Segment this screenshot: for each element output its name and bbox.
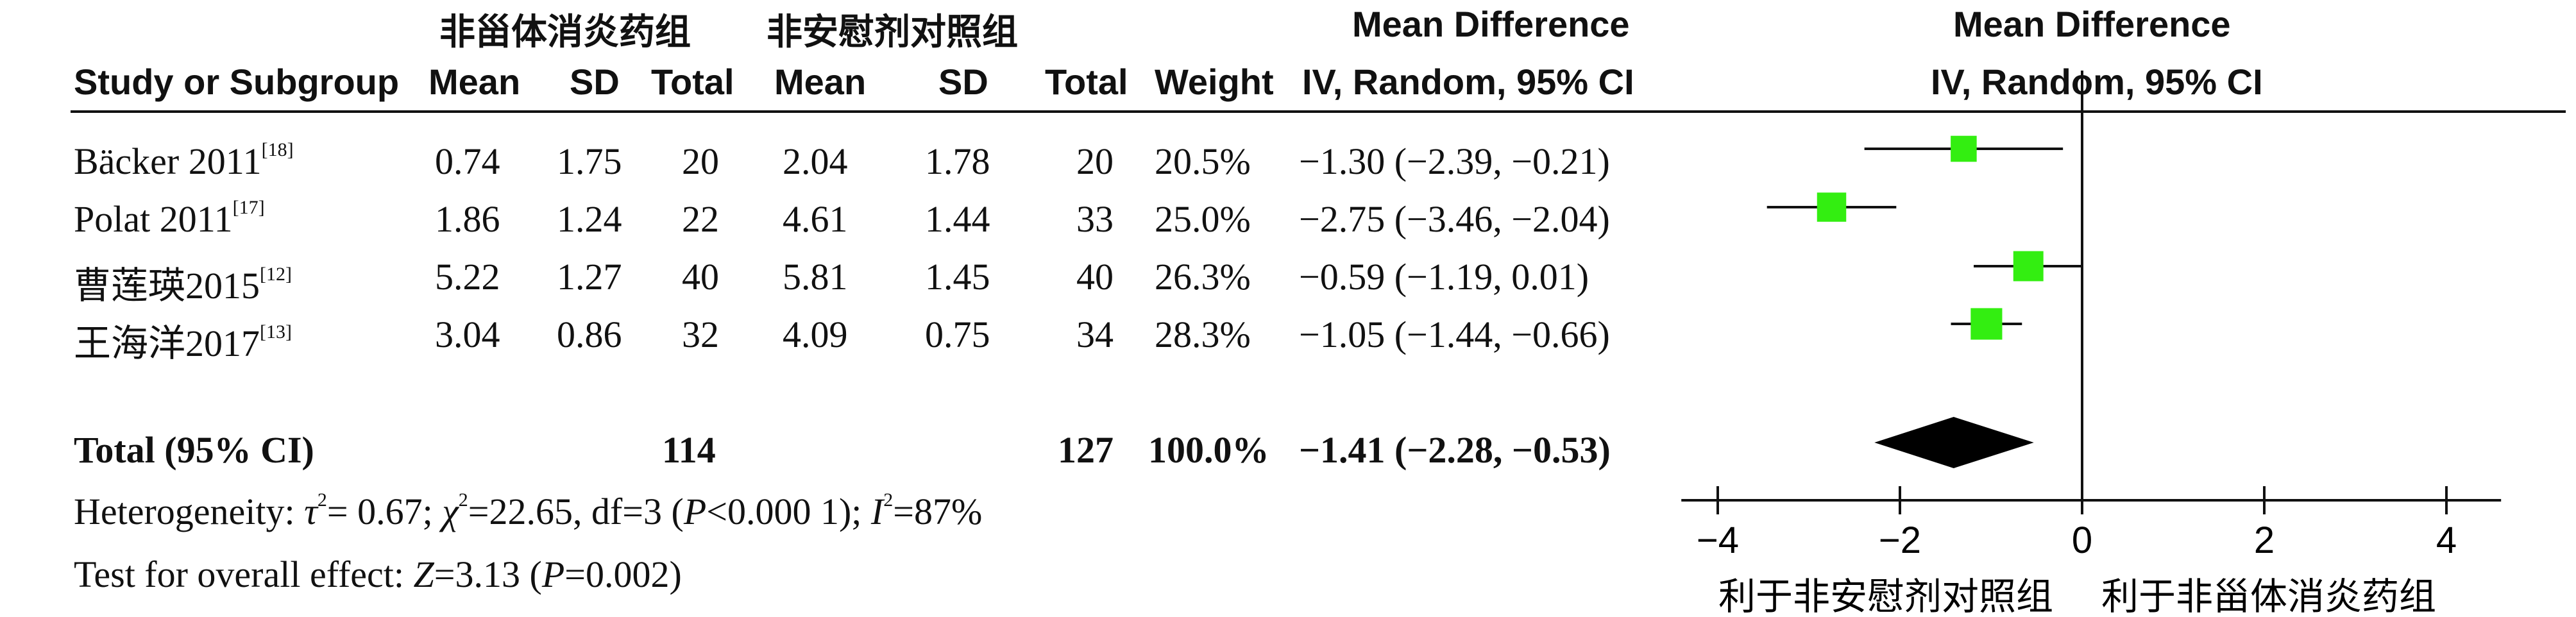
total-label: Total (95% CI) (74, 429, 314, 471)
sd-ctl-cell: 1.44 (925, 198, 990, 240)
overall-effect-text: Test for overall effect: Z=3.13 (P=0.002… (74, 554, 682, 595)
total-ci: −1.41 (−2.28, −0.53) (1299, 429, 1611, 471)
sd-exp-cell: 0.86 (557, 314, 622, 355)
sd-exp-cell: 1.24 (557, 198, 622, 240)
total-ctl-cell: 20 (1076, 140, 1114, 182)
total-exp-cell: 40 (682, 256, 719, 298)
total-ctl-cell: 33 (1076, 198, 1114, 240)
total-ctl-column-header: Total (1045, 62, 1128, 102)
ci-cell: −0.59 (−1.19, 0.01) (1299, 256, 1589, 298)
mean-difference-header: Mean Difference (1352, 4, 1630, 44)
mean-ctl-column-header: Mean (774, 62, 867, 102)
x-tick-label: 0 (2072, 520, 2092, 561)
mean-ctl-cell: 5.81 (783, 256, 848, 298)
mean-exp-column-header: Mean (428, 62, 521, 102)
experimental-group-header: 非甾体消炎药组 (439, 12, 691, 52)
weight-cell: 28.3% (1155, 314, 1251, 355)
mean-exp-cell: 3.04 (435, 314, 500, 355)
effect-marker (2013, 251, 2044, 282)
total-exp-cell: 32 (682, 314, 719, 355)
total-weight: 100.0% (1148, 429, 1269, 471)
favours-left-label: 利于非安慰剂对照组 (1718, 575, 2053, 617)
total-ctl-cell: 40 (1076, 256, 1114, 298)
control-group-header: 非安慰剂对照组 (767, 12, 1018, 52)
sd-exp-cell: 1.75 (557, 140, 622, 182)
heterogeneity-text: Heterogeneity: τ2= 0.67; χ2=22.65, df=3 … (74, 489, 983, 533)
ci-cell: −2.75 (−3.46, −2.04) (1299, 198, 1610, 240)
total-exp-column-header: Total (651, 62, 734, 102)
weight-column-header: Weight (1155, 62, 1274, 102)
total-exp-cell: 22 (682, 198, 719, 240)
weight-cell: 25.0% (1155, 198, 1251, 240)
mean-exp-cell: 1.86 (435, 198, 500, 240)
study-name: 王海洋2017[13] (74, 321, 292, 365)
total-exp-cell: 20 (682, 140, 719, 182)
favours-right-label: 利于非甾体消炎药组 (2101, 575, 2436, 617)
sd-ctl-column-header: SD (938, 62, 988, 102)
mean-ctl-cell: 4.61 (783, 198, 848, 240)
mean-exp-cell: 5.22 (435, 256, 500, 298)
x-tick-label: 4 (2436, 520, 2457, 561)
sd-ctl-cell: 1.78 (925, 140, 990, 182)
x-tick-label: −2 (1879, 520, 1921, 561)
header-rule (71, 110, 2566, 113)
weight-cell: 26.3% (1155, 256, 1251, 298)
sd-ctl-cell: 0.75 (925, 314, 990, 355)
sd-ctl-cell: 1.45 (925, 256, 990, 298)
x-tick-label: −4 (1697, 520, 1739, 561)
sd-exp-column-header: SD (570, 62, 620, 102)
plot-title: Mean Difference (1953, 4, 2231, 44)
ci-cell: −1.05 (−1.44, −0.66) (1299, 314, 1610, 355)
x-tick-label: 2 (2254, 520, 2275, 561)
study-column-header: Study or Subgroup (74, 62, 400, 102)
effect-marker (1970, 308, 2003, 340)
sd-exp-cell: 1.27 (557, 256, 622, 298)
mean-exp-cell: 0.74 (435, 140, 500, 182)
weight-cell: 20.5% (1155, 140, 1251, 182)
study-name: Polat 2011[17] (74, 197, 265, 241)
ci-column-header: IV, Random, 95% CI (1302, 62, 1634, 102)
effect-marker (1951, 135, 1977, 162)
pooled-diamond (1874, 417, 2034, 468)
mean-ctl-cell: 4.09 (783, 314, 848, 355)
effect-marker (1817, 192, 1847, 222)
total-ctl-sum: 127 (1058, 429, 1114, 471)
study-name: Bäcker 2011[18] (74, 139, 294, 183)
total-exp-sum: 114 (662, 429, 716, 471)
study-name: 曹莲瑛2015[12] (74, 264, 292, 307)
ci-cell: −1.30 (−2.39, −0.21) (1299, 140, 1610, 182)
mean-ctl-cell: 2.04 (783, 140, 848, 182)
total-ctl-cell: 34 (1076, 314, 1114, 355)
plot-subtitle: IV, Random, 95% CI (1931, 62, 2263, 102)
